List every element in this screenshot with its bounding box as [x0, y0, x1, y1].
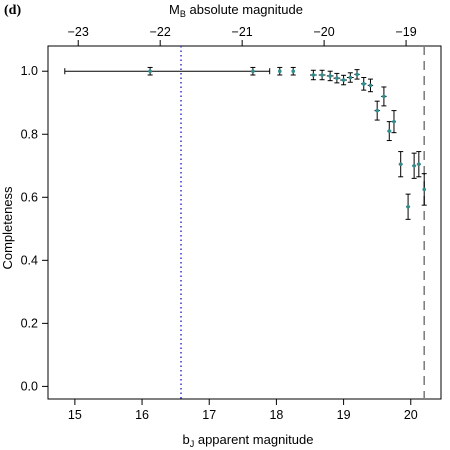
- x-tick-label: 20: [404, 408, 418, 422]
- point-marker: [328, 74, 332, 78]
- top-tick-label: −22: [150, 25, 171, 39]
- top-tick-label: −19: [395, 25, 416, 39]
- point-marker: [422, 187, 427, 192]
- data-point: [381, 86, 387, 107]
- x-tick-label: 16: [135, 408, 149, 422]
- data-point: [318, 69, 326, 81]
- top-tick-label: −21: [232, 25, 253, 39]
- point-marker: [355, 72, 359, 77]
- data-point: [340, 74, 347, 86]
- data-point: [310, 69, 317, 81]
- data-point: [277, 66, 283, 76]
- point-marker: [417, 162, 421, 166]
- panel-label: (d): [4, 3, 21, 18]
- y-tick-label: 1.0: [21, 64, 38, 78]
- point-marker: [361, 82, 366, 86]
- data-point: [398, 151, 404, 178]
- data-point: [290, 66, 296, 76]
- reference-lines: [180, 46, 426, 399]
- data-point: [147, 66, 153, 76]
- y-tick-label: 0.0: [21, 379, 38, 393]
- y-tick-label: 0.8: [21, 127, 38, 141]
- data-point: [250, 66, 256, 76]
- data-point: [391, 110, 397, 134]
- x-tick-label: 17: [202, 408, 216, 422]
- point-marker: [320, 73, 324, 77]
- top-tick-label: −23: [68, 25, 89, 39]
- data-point: [367, 78, 374, 93]
- point-marker: [406, 204, 410, 209]
- point-marker: [341, 78, 346, 82]
- data-point: [361, 77, 367, 91]
- x-tick-label: 19: [337, 408, 351, 422]
- data-point: [411, 152, 417, 179]
- x-tick-label: 18: [269, 408, 283, 422]
- data-point: [386, 121, 392, 142]
- data-point: [326, 70, 334, 82]
- point-marker: [398, 162, 403, 166]
- point-marker: [368, 83, 373, 88]
- point-marker: [382, 94, 386, 99]
- data-point: [354, 69, 360, 80]
- y-tick-label: 0.2: [21, 316, 38, 330]
- point-marker: [387, 129, 392, 133]
- x-tick-label: 15: [68, 408, 82, 422]
- point-marker: [277, 69, 282, 74]
- point-marker: [375, 108, 379, 113]
- point-marker: [148, 69, 152, 74]
- point-marker: [392, 119, 396, 124]
- data-point: [346, 72, 354, 83]
- point-marker: [251, 69, 255, 74]
- data-points: [64, 66, 427, 220]
- point-marker: [348, 75, 353, 80]
- data-point: [405, 193, 411, 220]
- data-point: [374, 100, 380, 121]
- y-axis-title: Completeness: [0, 186, 15, 270]
- data-point: [333, 72, 341, 84]
- data-point: [416, 151, 422, 178]
- top-axis-title: MB absolute magnitude: [169, 2, 303, 19]
- y-tick-label: 0.6: [21, 190, 38, 204]
- data-point: [421, 173, 427, 206]
- plot-frame: [47, 45, 442, 400]
- point-marker: [335, 76, 339, 80]
- point-marker: [291, 69, 296, 74]
- point-marker: [311, 73, 316, 77]
- top-tick-label: −20: [313, 25, 334, 39]
- bottom-axis-title: bJ apparent magnitude: [183, 432, 314, 449]
- ticks-layer: 15 16 17 18 19 20 0.0 0.2 0.4 0.6 0.8 1.0 −23 −22 −21 −…: [21, 25, 418, 422]
- y-tick-label: 0.4: [21, 253, 38, 267]
- point-marker: [412, 163, 416, 168]
